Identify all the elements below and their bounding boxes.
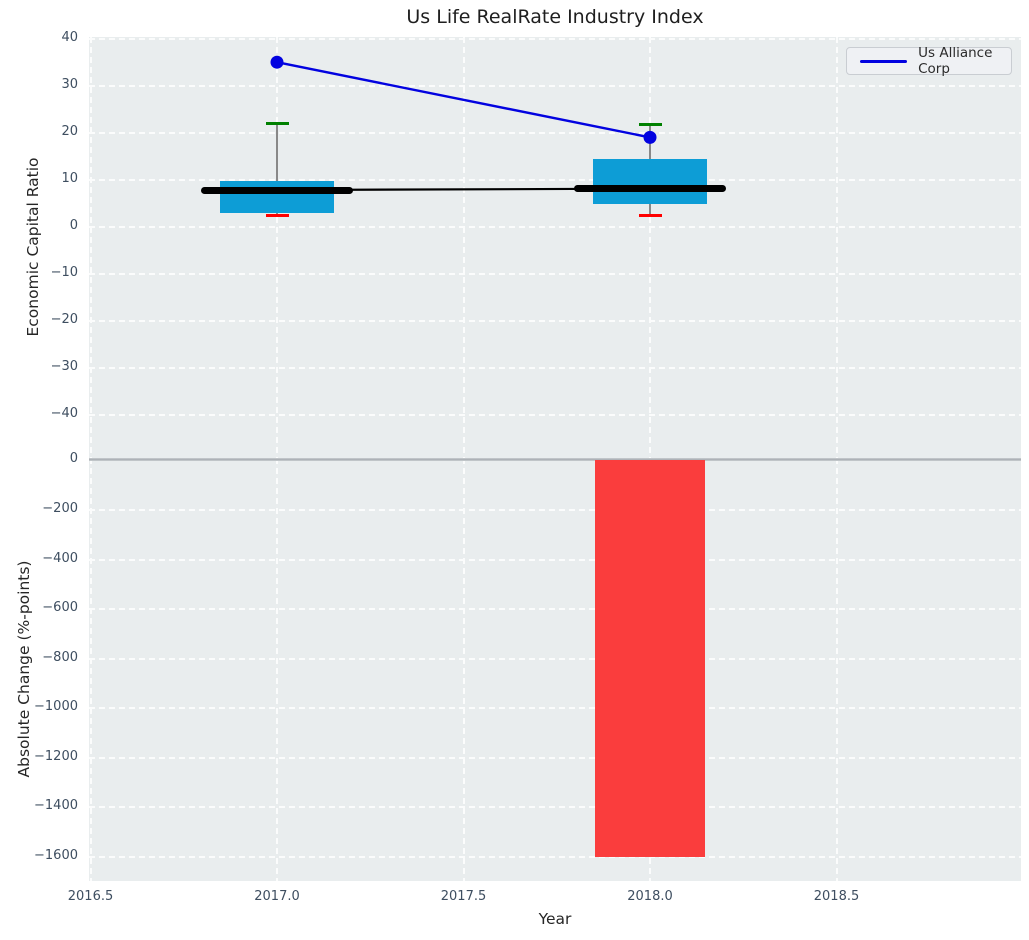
top-y-tick-label: −20 bbox=[50, 311, 78, 327]
bottom-y-tick-label: −1200 bbox=[34, 748, 78, 764]
gridline-horizontal bbox=[89, 806, 1021, 809]
bottom-y-tick-label: −400 bbox=[42, 550, 78, 566]
gridline-vertical bbox=[835, 458, 838, 881]
gridline-horizontal bbox=[89, 558, 1021, 561]
change-bar bbox=[595, 460, 705, 857]
x-tick-label: 2016.5 bbox=[67, 889, 114, 904]
gridline-horizontal bbox=[89, 608, 1021, 611]
gridline-horizontal bbox=[89, 225, 1021, 228]
top-y-tick-label: 30 bbox=[61, 76, 78, 92]
top-y-tick-label: −10 bbox=[50, 264, 78, 280]
bottom-y-tick-label: −1600 bbox=[34, 847, 78, 863]
x-tick-label: 2018.0 bbox=[627, 889, 673, 904]
gridline-vertical bbox=[462, 458, 465, 881]
chart-title: Us Life RealRate Industry Index bbox=[406, 6, 704, 28]
median-line bbox=[201, 186, 353, 194]
bottom-y-tick-label: −600 bbox=[42, 600, 78, 616]
bottom-y-tick-label: −1000 bbox=[34, 699, 78, 715]
gridline-vertical bbox=[89, 458, 92, 881]
legend-line-sample bbox=[860, 59, 908, 63]
cap-90th-percentile bbox=[265, 121, 289, 125]
top-y-tick-label: −30 bbox=[50, 358, 78, 374]
line-marker bbox=[643, 130, 657, 144]
top-plot-area bbox=[89, 37, 1021, 458]
gridline-vertical bbox=[835, 37, 838, 458]
x-axis-label: Year bbox=[538, 910, 572, 928]
gridline-horizontal bbox=[89, 413, 1021, 416]
cap-90th-percentile bbox=[638, 122, 662, 126]
gridline-horizontal bbox=[89, 855, 1021, 858]
bottom-y-tick-label: −200 bbox=[42, 500, 78, 516]
top-y-tick-label: 10 bbox=[61, 170, 78, 186]
bottom-y-axis-label: Absolute Change (%-points) bbox=[15, 560, 33, 778]
x-tick-label: 2017.0 bbox=[254, 889, 300, 904]
gridline-horizontal bbox=[89, 756, 1021, 759]
legend-label: Us Alliance Corp bbox=[918, 45, 993, 77]
gridline-vertical bbox=[649, 37, 651, 458]
box-whisker bbox=[276, 123, 278, 216]
gridline-horizontal bbox=[89, 366, 1021, 369]
gridline-vertical bbox=[276, 37, 278, 458]
legend: Us Alliance Corp bbox=[846, 45, 1012, 77]
gridline-horizontal bbox=[89, 319, 1021, 322]
top-y-tick-label: −40 bbox=[50, 405, 78, 421]
gridline-horizontal bbox=[89, 37, 1021, 40]
gridline-vertical bbox=[276, 458, 278, 881]
median-line bbox=[574, 185, 726, 193]
bottom-y-tick-label: 0 bbox=[69, 451, 78, 467]
cap-10th-percentile bbox=[638, 214, 662, 218]
zero-boundary-line bbox=[89, 458, 1021, 461]
bottom-plot-area bbox=[89, 458, 1021, 881]
gridline-vertical bbox=[89, 37, 92, 458]
gridline-vertical bbox=[462, 37, 465, 458]
line-marker bbox=[270, 55, 284, 69]
box-iqr bbox=[593, 159, 707, 204]
company-line-series bbox=[270, 55, 657, 144]
gridline-horizontal bbox=[89, 131, 1021, 134]
bottom-y-tick-label: −800 bbox=[42, 649, 78, 665]
gridline-horizontal bbox=[89, 84, 1021, 87]
x-tick-label: 2017.5 bbox=[440, 889, 487, 904]
bottom-y-tick-label: −1400 bbox=[34, 798, 78, 814]
top-y-tick-label: 0 bbox=[69, 217, 78, 233]
cap-10th-percentile bbox=[265, 214, 289, 218]
top-y-tick-label: 20 bbox=[61, 123, 78, 139]
gridline-horizontal bbox=[89, 707, 1021, 710]
top-y-tick-label: 40 bbox=[61, 29, 78, 45]
gridline-horizontal bbox=[89, 272, 1021, 275]
box-iqr bbox=[220, 180, 334, 213]
gridline-horizontal bbox=[89, 657, 1021, 660]
x-tick-label: 2018.5 bbox=[813, 889, 860, 904]
gridline-horizontal bbox=[89, 508, 1021, 511]
gridline-horizontal bbox=[89, 178, 1021, 181]
